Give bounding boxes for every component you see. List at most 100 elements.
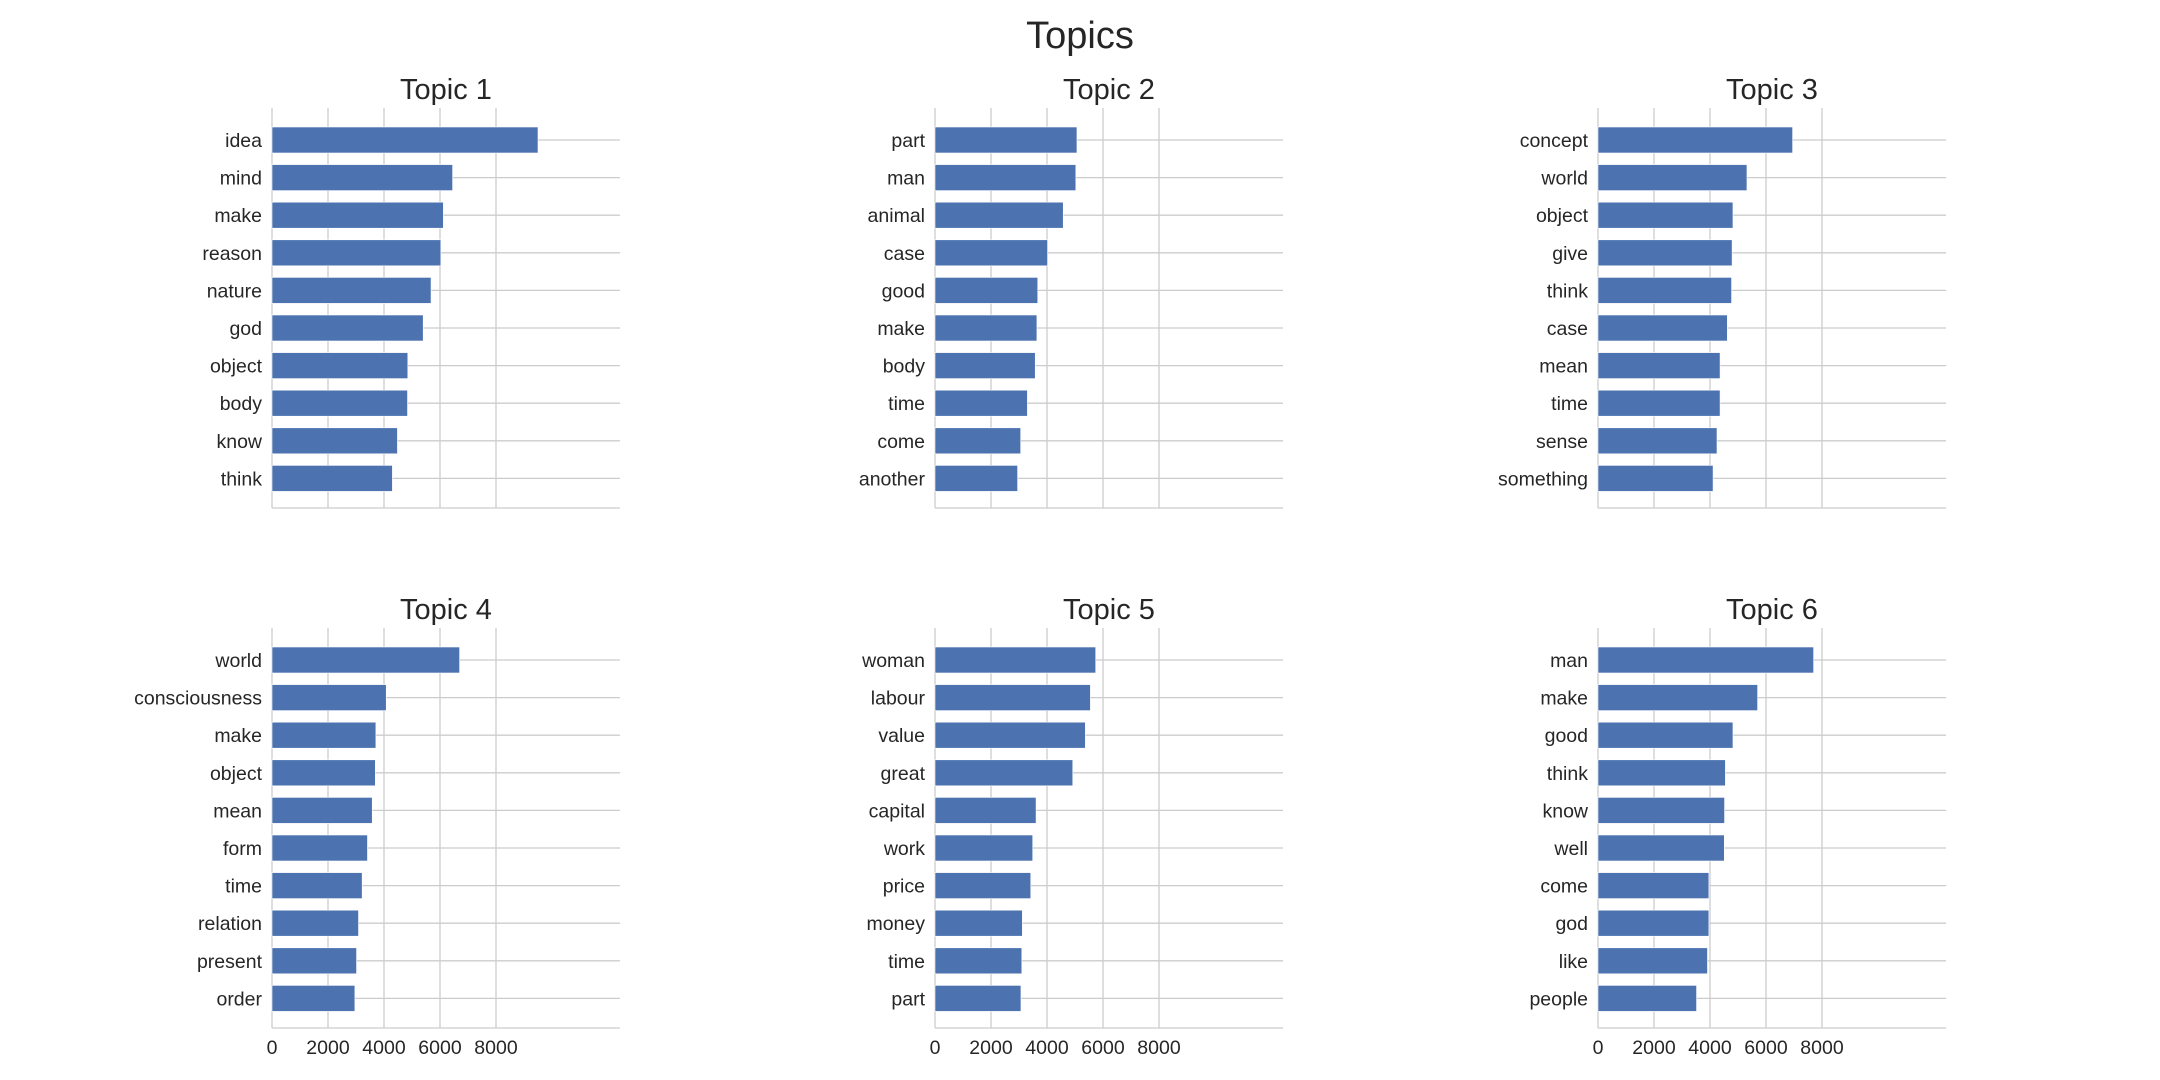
category-label: know <box>1542 800 1588 822</box>
category-label: capital <box>869 800 925 822</box>
bar-object <box>1597 201 1734 229</box>
bar-body <box>934 352 1036 379</box>
category-label: great <box>881 763 926 785</box>
bar-idea <box>271 126 539 154</box>
bar-woman <box>934 646 1097 674</box>
category-label: come <box>877 431 925 453</box>
bar-world <box>271 646 460 674</box>
bar-god <box>1597 909 1710 937</box>
bar-think <box>271 465 393 492</box>
bar-object <box>271 759 376 787</box>
category-label: something <box>1498 468 1588 490</box>
category-label: know <box>216 431 262 453</box>
bar-man <box>934 164 1077 191</box>
category-label: woman <box>861 650 925 672</box>
panel-title: Topic 3 <box>1726 74 1818 106</box>
bar-form <box>271 834 368 862</box>
bar-body <box>271 389 408 417</box>
bar-money <box>934 909 1023 937</box>
category-label: world <box>1540 168 1588 190</box>
bar-case <box>934 239 1048 267</box>
bar-order <box>271 985 356 1012</box>
bar-another <box>934 465 1018 492</box>
bar-make <box>934 314 1038 342</box>
bar-consciousness <box>271 684 387 711</box>
category-label: nature <box>207 280 262 302</box>
bar-something <box>1597 465 1714 492</box>
bar-give <box>1597 239 1733 267</box>
category-label: time <box>225 876 262 898</box>
x-tick-label: 2000 <box>306 1037 350 1059</box>
bar-time <box>934 389 1028 417</box>
category-label: money <box>866 913 925 935</box>
category-label: reason <box>202 243 262 265</box>
bar-make <box>271 201 444 229</box>
bar-good <box>934 277 1039 304</box>
category-label: think <box>1547 763 1588 785</box>
category-label: another <box>859 468 926 490</box>
bar-good <box>1597 721 1734 749</box>
x-tick-label: 4000 <box>1025 1037 1069 1059</box>
category-label: like <box>1559 951 1588 973</box>
bar-present <box>271 947 357 975</box>
category-label: body <box>220 393 263 415</box>
category-label: well <box>1553 838 1588 860</box>
category-label: part <box>891 988 925 1010</box>
bar-part <box>934 985 1022 1012</box>
panel-title: Topic 2 <box>1063 74 1155 106</box>
category-label: world <box>214 650 262 672</box>
panel-title: Topic 6 <box>1726 594 1818 626</box>
bar-mean <box>271 797 373 824</box>
bar-nature <box>271 277 432 304</box>
category-label: people <box>1529 988 1588 1010</box>
topic-panels: Topic 1 idea mind make reason nature god object… <box>134 74 1946 1059</box>
bar-man <box>1597 646 1814 674</box>
x-tick-label: 8000 <box>1137 1037 1181 1059</box>
bar-like <box>1597 947 1708 975</box>
x-tick-label: 6000 <box>418 1037 462 1059</box>
bar-relation <box>271 909 359 937</box>
bar-work <box>934 834 1034 862</box>
category-label: case <box>1547 318 1588 340</box>
bar-part <box>934 126 1078 154</box>
bar-time <box>1597 389 1721 417</box>
bar-object <box>271 352 409 379</box>
panel-title: Topic 4 <box>400 594 492 626</box>
x-tick-label: 2000 <box>969 1037 1013 1059</box>
x-tick-label: 2000 <box>1632 1037 1676 1059</box>
x-tick-label: 4000 <box>1688 1037 1732 1059</box>
bar-know <box>1597 797 1725 824</box>
category-label: part <box>891 130 925 152</box>
x-tick-label: 8000 <box>474 1037 518 1059</box>
category-label: good <box>882 280 925 302</box>
bar-think <box>1597 759 1726 787</box>
category-label: work <box>883 838 925 860</box>
bar-price <box>934 872 1032 899</box>
bar-time <box>934 947 1023 975</box>
category-label: object <box>1536 205 1589 227</box>
category-label: form <box>223 838 262 860</box>
category-label: object <box>210 356 263 378</box>
x-tick-label: 0 <box>1593 1037 1604 1059</box>
bar-time <box>271 872 363 899</box>
category-label: time <box>888 951 925 973</box>
x-tick-label: 0 <box>267 1037 278 1059</box>
category-label: object <box>210 763 263 785</box>
bar-make <box>271 721 377 749</box>
panel-topic-4: Topic 4 world consciousness make object mean f… <box>134 594 620 1059</box>
bar-labour <box>934 684 1091 711</box>
panel-topic-1: Topic 1 idea mind make reason nature god object… <box>202 74 620 509</box>
bar-well <box>1597 834 1725 862</box>
bar-god <box>271 314 424 342</box>
category-label: value <box>878 725 925 747</box>
category-label: order <box>216 988 262 1010</box>
panel-title: Topic 5 <box>1063 594 1155 626</box>
category-label: make <box>214 725 262 747</box>
figure-title: Topics <box>1026 15 1134 57</box>
panel-topic-6: Topic 6 man make good think know well come god li… <box>1529 594 1946 1059</box>
category-label: think <box>221 468 262 490</box>
category-label: body <box>883 356 926 378</box>
panel-topic-3: Topic 3 concept world object give think case me… <box>1498 74 1946 509</box>
bar-sense <box>1597 427 1718 455</box>
